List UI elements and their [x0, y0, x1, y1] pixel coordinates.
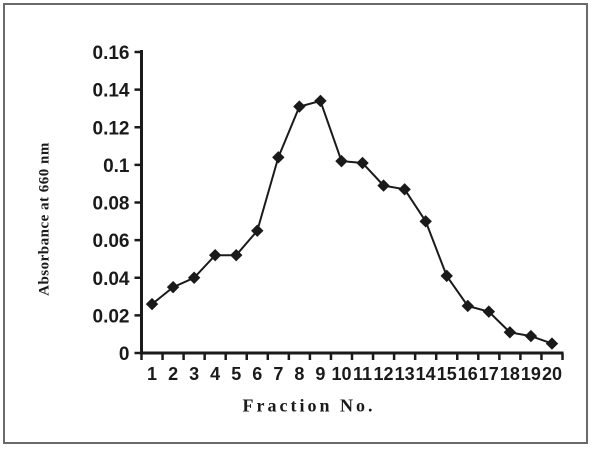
data-point-marker: [145, 297, 159, 311]
x-axis-title: Fraction No.: [242, 395, 376, 416]
data-point-marker: [166, 280, 180, 294]
x-tick-label: 8: [294, 364, 304, 384]
data-point-marker: [377, 179, 390, 192]
data-point-marker: [187, 271, 201, 284]
x-tick-label: 6: [252, 364, 262, 384]
x-tick-label: 4: [210, 364, 220, 384]
y-tick-label: 0.12: [93, 118, 130, 139]
x-tick-label: 1: [147, 364, 157, 384]
data-point-marker: [356, 156, 369, 170]
y-tick-label: 0.16: [93, 43, 130, 64]
y-tick-label: 0.04: [93, 269, 130, 290]
x-tick-label: 16: [458, 364, 478, 384]
x-tick-label: 3: [189, 364, 199, 384]
x-tick-label: 7: [273, 364, 283, 384]
data-point-marker: [545, 337, 559, 350]
y-tick-label: 0.06: [93, 231, 130, 252]
x-tick-label: 19: [521, 364, 541, 384]
data-point-marker: [293, 100, 306, 113]
x-tick-label: 11: [353, 364, 372, 384]
y-tick-label: 0.08: [93, 194, 130, 215]
x-tick-label: 20: [542, 364, 562, 384]
x-tick-label: 9: [315, 364, 325, 384]
data-point-marker: [251, 224, 264, 237]
x-tick-label: 18: [500, 364, 520, 384]
data-point-marker: [335, 154, 348, 168]
x-tick-label: 15: [437, 364, 457, 384]
x-tick-label: 13: [395, 364, 415, 384]
x-tick-label: 17: [479, 364, 499, 384]
series-line: [151, 99, 553, 345]
y-tick-label: 0.14: [93, 81, 130, 102]
x-tick-label: 12: [374, 364, 394, 384]
data-point-marker: [419, 215, 432, 228]
x-tick-label: 2: [168, 364, 178, 384]
y-tick-label: 0: [119, 344, 130, 365]
data-point-marker: [524, 329, 538, 343]
data-point-marker: [482, 305, 496, 318]
data-point-marker: [208, 248, 222, 262]
y-tick-label: 0.1: [103, 156, 130, 177]
data-point-marker: [503, 326, 517, 339]
data-point-marker: [230, 248, 243, 262]
data-point-marker: [314, 94, 327, 108]
data-point-marker: [398, 183, 411, 196]
y-tick-label: 0.02: [93, 306, 130, 327]
y-axis-title: Absorbance at 660 nm: [36, 142, 53, 296]
data-point-marker: [272, 151, 285, 164]
x-tick-label: 14: [416, 364, 436, 384]
data-point-marker: [461, 299, 474, 313]
x-tick-label: 10: [331, 364, 351, 384]
data-point-marker: [440, 269, 453, 283]
x-tick-label: 5: [231, 364, 241, 384]
